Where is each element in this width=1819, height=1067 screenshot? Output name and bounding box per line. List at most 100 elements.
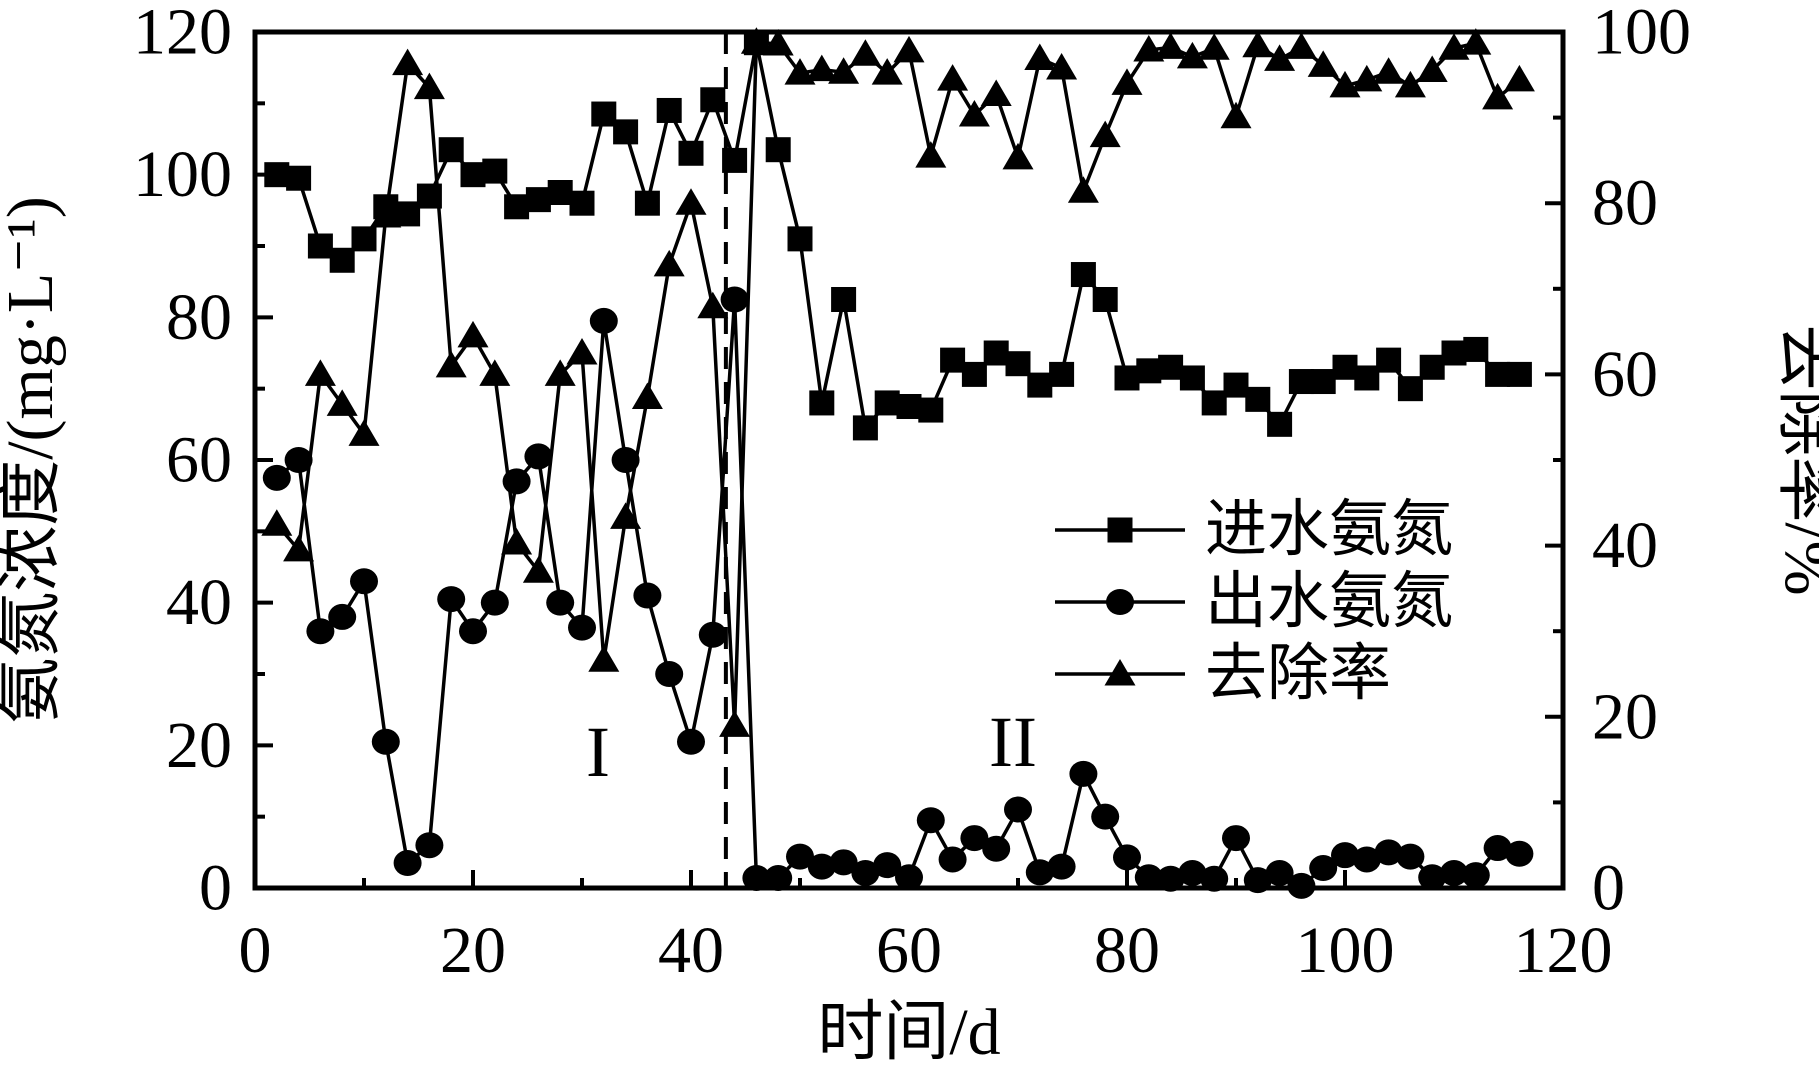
removal-rate-marker [1155, 32, 1187, 59]
effluent-nh3-marker [1156, 865, 1185, 892]
influent-nh3-marker [722, 147, 748, 173]
removal-rate-marker [937, 64, 969, 91]
x-axis-tick-label: 60 [876, 914, 942, 987]
effluent-nh3-marker [807, 853, 836, 880]
effluent-nh3-marker [1134, 864, 1163, 891]
effluent-nh3-marker [1352, 846, 1381, 873]
effluent-nh3-marker [938, 846, 967, 873]
effluent-nh3-marker [1004, 796, 1032, 823]
removal-rate-marker [631, 382, 663, 410]
removal-rate-marker [871, 58, 903, 85]
effluent-nh3-marker [851, 860, 880, 887]
removal-rate-marker [1242, 30, 1274, 58]
effluent-nh3-marker [1287, 872, 1316, 899]
removal-rate-marker [915, 141, 947, 168]
removal-rate-marker [413, 72, 445, 100]
removal-rate-marker [1046, 52, 1078, 80]
effluent-nh3-marker [1113, 844, 1141, 871]
removal-rate-marker [435, 350, 467, 378]
influent-nh3-marker [1092, 287, 1118, 312]
influent-nh3-marker [896, 394, 922, 419]
influent-nh3-marker [569, 190, 595, 216]
effluent-nh3-marker [1047, 853, 1076, 880]
influent-nh3-marker [307, 233, 333, 259]
y-left-axis-title: 氨氮浓度/(mg·L⁻¹) [0, 196, 67, 724]
influent-nh3-marker [504, 194, 530, 220]
effluent-nh3-marker [480, 589, 509, 616]
influent-nh3-marker [525, 187, 551, 213]
influent-nh3-marker [852, 415, 878, 441]
removal-rate-marker [719, 710, 751, 737]
influent-nh3-marker [940, 347, 966, 373]
influent-nh3-marker [1397, 376, 1423, 402]
x-axis-tick-label: 120 [1514, 914, 1613, 987]
influent-nh3-marker [613, 119, 639, 145]
x-axis-tick-label: 20 [440, 914, 506, 987]
influent-nh3-marker [1245, 386, 1271, 412]
removal-rate-marker [588, 645, 620, 672]
x-axis-tick-label: 80 [1094, 914, 1160, 987]
y-left-tick-label: 80 [166, 281, 232, 354]
effluent-nh3-marker [742, 865, 771, 892]
y-left-tick-label: 60 [166, 424, 232, 497]
effluent-nh3-marker [786, 843, 814, 870]
effluent-nh3-marker [1440, 860, 1468, 887]
removal-rate-marker [849, 39, 881, 66]
removal-rate-marker [501, 528, 533, 555]
removal-rate-marker [1024, 43, 1056, 71]
y-left-tick-label: 20 [166, 709, 232, 782]
removal-rate-marker [1133, 34, 1165, 62]
removal-rate-marker [1416, 55, 1448, 83]
y-right-axis-title: 去除率/% [1771, 324, 1819, 595]
influent-nh3-marker [983, 340, 1009, 366]
influent-nh3-marker [1441, 340, 1467, 366]
legend-label: 出水氨氮 [1205, 568, 1453, 636]
y-right-tick-label: 0 [1592, 852, 1625, 925]
removal-rate-marker [1002, 142, 1034, 170]
legend-label: 去除率 [1205, 640, 1391, 708]
effluent-nh3-marker [393, 850, 422, 877]
influent-nh3-marker [1223, 372, 1249, 398]
influent-nh3-marker [1506, 361, 1532, 387]
removal-rate-marker [566, 338, 598, 365]
effluent-nh3-marker [546, 589, 575, 616]
removal-rate-marker [806, 54, 838, 82]
influent-nh3-marker [1310, 369, 1336, 395]
removal-rate-marker [784, 58, 816, 85]
influent-nh3-marker [482, 158, 508, 184]
influent-nh3-marker [1201, 390, 1227, 416]
removal-rate-marker [980, 79, 1012, 106]
influent-nh3-marker [1354, 365, 1380, 391]
influent-nh3-marker [918, 397, 944, 423]
effluent-nh3-marker [1178, 860, 1207, 887]
removal-rate-marker [348, 419, 380, 446]
influent-nh3-marker [961, 361, 987, 387]
removal-rate-marker [479, 359, 511, 386]
influent-nh3-marker [874, 390, 900, 416]
influent-nh3-marker [351, 226, 377, 252]
effluent-nh3-marker [1461, 862, 1490, 889]
effluent-nh3-marker [1222, 825, 1250, 852]
influent-nh3-marker [634, 190, 660, 216]
effluent-nh3-marker [1243, 867, 1272, 894]
effluent-nh3-marker [415, 832, 444, 859]
y-left-tick-label: 120 [133, 0, 232, 69]
removal-rate-marker [544, 359, 576, 386]
y-right-tick-label: 80 [1592, 167, 1658, 240]
removal-rate-marker [326, 389, 358, 416]
influent-nh3-marker [1049, 361, 1075, 387]
phase-2-label: II [989, 702, 1037, 782]
y-left-tick-label: 100 [133, 138, 232, 211]
effluent-nh3-marker [1418, 864, 1447, 891]
y-left-tick-label: 0 [199, 852, 232, 925]
influent-nh3-marker [1463, 336, 1489, 362]
removal-rate-marker [304, 359, 336, 386]
removal-rate-marker [522, 556, 554, 583]
effluent-nh3-marker [1025, 859, 1054, 886]
legend-circle-marker [1106, 589, 1134, 615]
effluent-nh3-marker [328, 603, 357, 630]
influent-nh3-marker [1114, 365, 1140, 391]
effluent-nh3-marker [568, 614, 596, 641]
influent-nh3-marker [1070, 262, 1096, 288]
influent-nh3-marker [1027, 372, 1053, 398]
